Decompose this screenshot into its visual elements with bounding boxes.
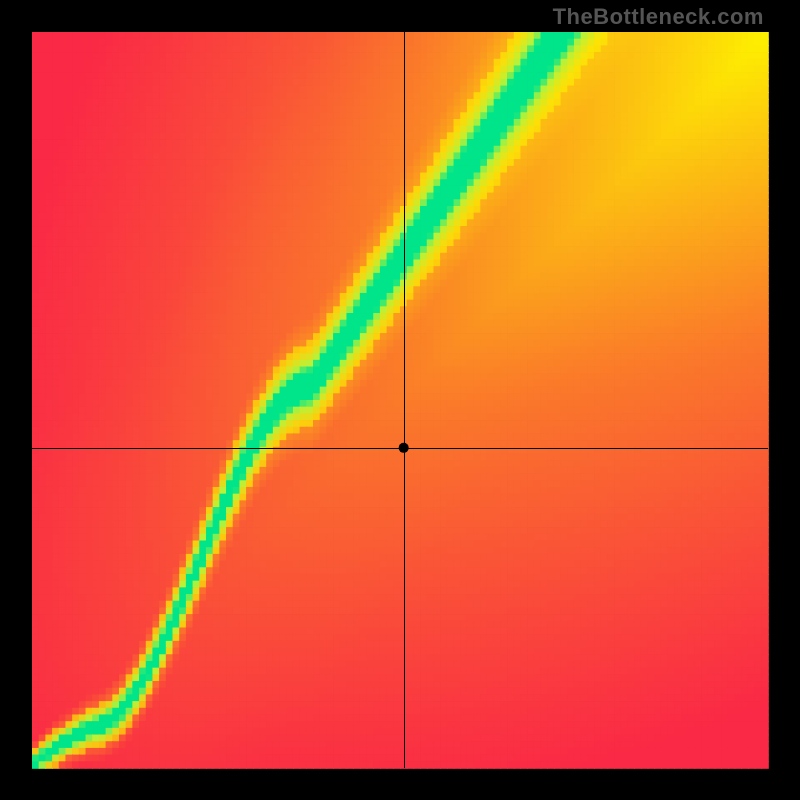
bottleneck-heatmap (0, 0, 800, 800)
watermark-text: TheBottleneck.com (553, 4, 764, 30)
chart-container: TheBottleneck.com (0, 0, 800, 800)
